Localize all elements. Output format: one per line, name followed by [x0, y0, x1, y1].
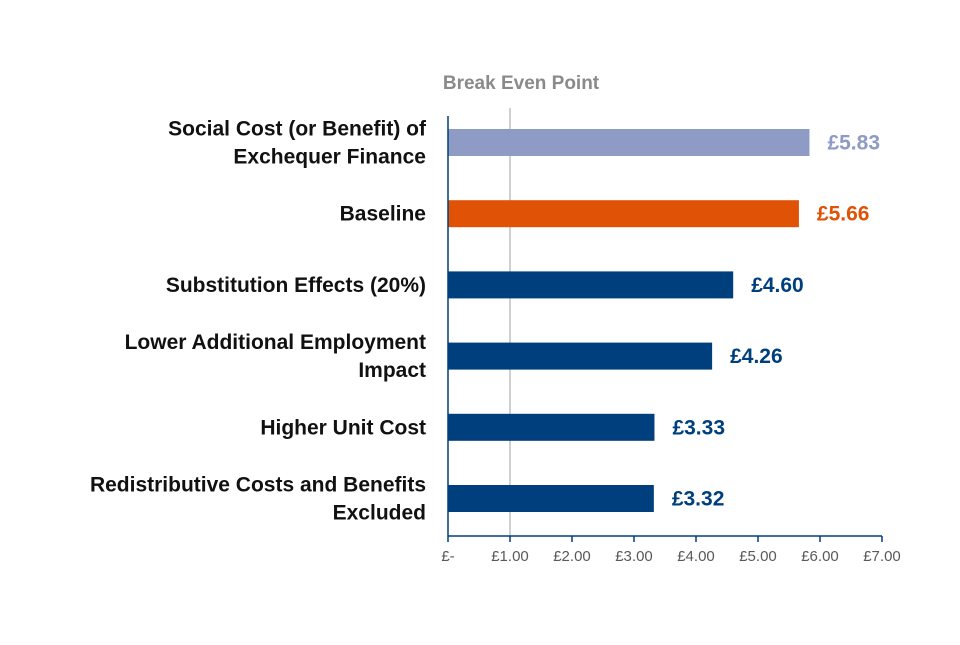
bar	[448, 342, 713, 370]
x-tick-label: £1.00	[491, 548, 529, 565]
category-label: Social Cost (or Benefit) of Exchequer Fin…	[168, 118, 427, 169]
bar	[448, 485, 654, 512]
bar	[448, 271, 734, 299]
category-label: Baseline	[340, 203, 426, 226]
data-label: £4.26	[730, 345, 783, 368]
category-label: Redistributive Costs and Benefits Exclude…	[90, 474, 426, 525]
category-label-line: Higher Unit Cost	[260, 416, 426, 439]
x-tick-label: £5.00	[739, 548, 777, 565]
category-label-line: Substitution Effects (20%)	[166, 274, 426, 297]
category-label-line: Social Cost (or Benefit) of	[168, 118, 427, 141]
category-label: Substitution Effects (20%)	[166, 274, 426, 297]
x-tick-label: £-	[441, 548, 454, 565]
x-tick-label: £2.00	[553, 548, 591, 565]
category-label-line: Excluded	[333, 502, 426, 525]
data-label: £4.60	[751, 274, 804, 297]
category-label-line: Exchequer Finance	[233, 146, 426, 169]
bar	[448, 200, 799, 228]
x-tick-label: £3.00	[615, 548, 653, 565]
x-tick-label: £6.00	[801, 548, 839, 565]
x-tick-label: £7.00	[863, 548, 901, 565]
category-label-line: Redistributive Costs and Benefits	[90, 474, 426, 497]
data-label: £5.66	[817, 203, 870, 226]
category-label-line: Lower Additional Employment	[125, 331, 426, 354]
break-even-label: Break Even Point	[443, 73, 600, 94]
data-label: £5.83	[827, 132, 880, 155]
bar	[448, 129, 810, 156]
x-tick-label: £4.00	[677, 548, 715, 565]
data-label: £3.33	[672, 416, 725, 439]
category-label: Higher Unit Cost	[260, 416, 426, 439]
bar	[448, 413, 655, 441]
category-label-line: Baseline	[340, 203, 426, 226]
category-label: Lower Additional Employment Impact	[125, 331, 426, 382]
category-label-line: Impact	[358, 359, 426, 382]
data-label: £3.32	[672, 488, 725, 511]
